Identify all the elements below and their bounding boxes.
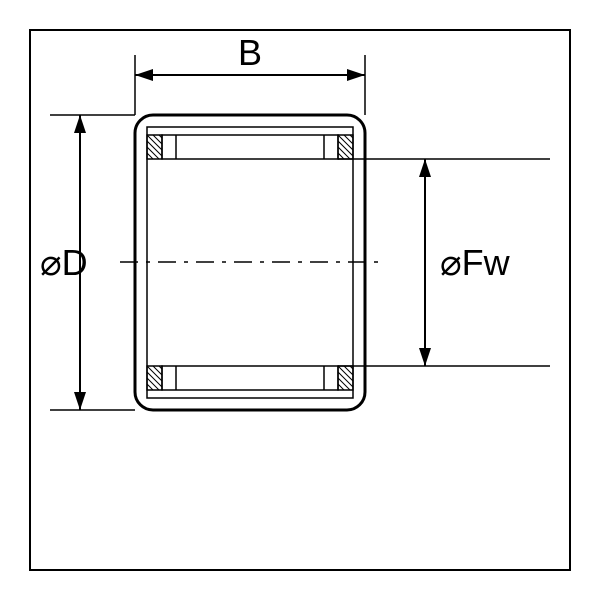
bearing-cross-section-diagram: B ⌀D ⌀Fw	[0, 0, 600, 600]
label-B: B	[238, 32, 262, 73]
label-D: ⌀D	[40, 242, 88, 283]
label-Fw: ⌀Fw	[440, 242, 511, 283]
